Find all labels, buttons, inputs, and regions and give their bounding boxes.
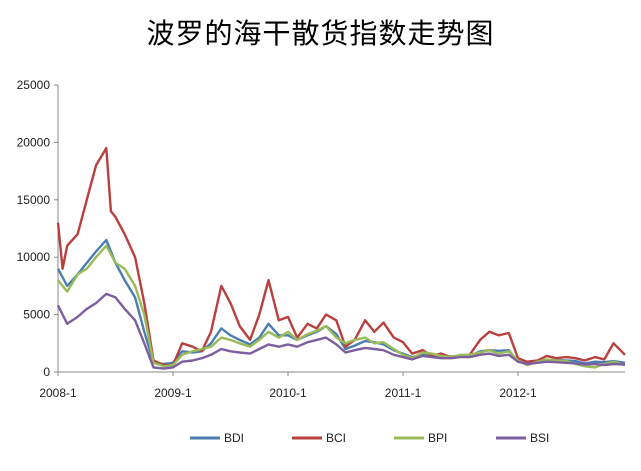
y-tick-label: 0 <box>43 365 50 379</box>
series-line-bsi <box>56 292 626 370</box>
legend-label-bdi: BDI <box>224 431 244 445</box>
series-layer <box>56 146 626 370</box>
x-tick-label: 2012-1 <box>499 386 537 400</box>
y-tick-label: 25000 <box>17 78 51 92</box>
axes: 0 5000 10000 15000 20000 25000 2008-1 2009-1 201… <box>17 78 625 400</box>
y-tick-label: 10000 <box>17 250 51 264</box>
legend: BDI BCI BPI BSI <box>190 431 549 445</box>
chart-title: 波罗的海干散货指数走势图 <box>146 17 495 50</box>
x-tick-label: 2010-1 <box>269 386 307 400</box>
series-line-bci <box>56 146 626 367</box>
x-tick-label: 2009-1 <box>154 386 192 400</box>
y-tick-label: 15000 <box>17 193 51 207</box>
legend-label-bpi: BPI <box>428 431 447 445</box>
x-tick-label: 2011-1 <box>385 386 422 400</box>
legend-label-bci: BCI <box>326 431 346 445</box>
x-tick-label: 2008-1 <box>39 386 77 400</box>
y-tick-label: 20000 <box>17 135 51 149</box>
legend-label-bsi: BSI <box>530 431 549 445</box>
y-tick-label: 5000 <box>23 308 50 322</box>
